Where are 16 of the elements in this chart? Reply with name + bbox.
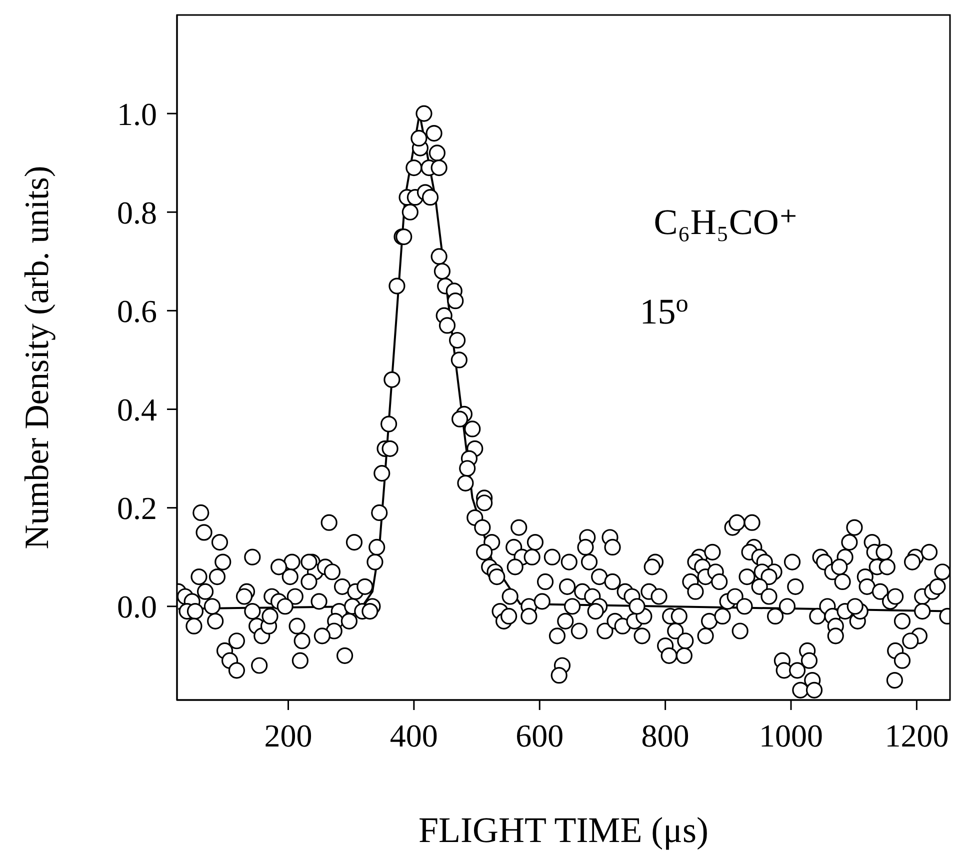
x-tick-label: 600	[516, 718, 564, 754]
x-tick-label: 1000	[759, 718, 823, 754]
annotation: C₆H₅CO⁺	[654, 202, 798, 242]
x-axis-title: FLIGHT TIME (μs)	[418, 810, 708, 850]
y-tick-label: 0.0	[117, 588, 157, 625]
x-tick-label: 1200	[884, 718, 949, 754]
y-tick-label: 0.6	[117, 293, 157, 330]
y-axis-title: Number Density (arb. units)	[19, 166, 56, 550]
annotation: 15$^{o}$	[640, 290, 688, 332]
x-tick-label: 200	[264, 718, 312, 754]
y-tick-label: 0.2	[117, 490, 157, 526]
y-tick-label: 0.4	[117, 392, 157, 428]
y-tick-label: 1.0	[117, 96, 157, 132]
x-tick-label: 800	[641, 718, 690, 754]
y-tick-label: 0.8	[117, 194, 157, 230]
x-tick-label: 400	[390, 718, 438, 754]
